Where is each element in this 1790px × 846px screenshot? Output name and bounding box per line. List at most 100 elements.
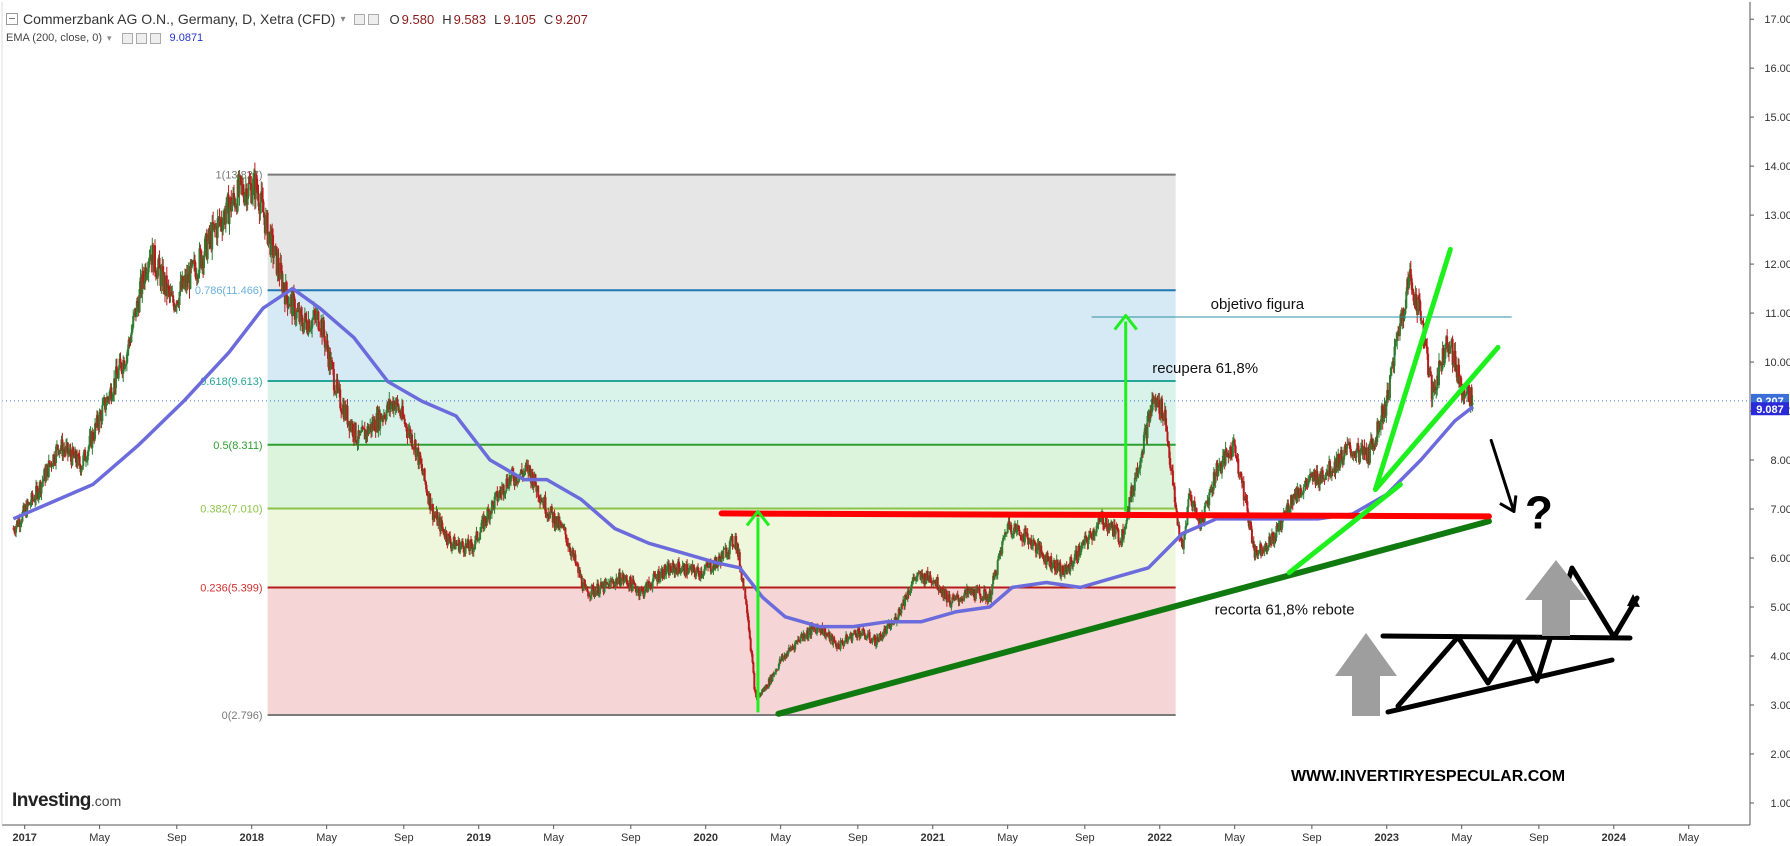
- candle-body: [354, 422, 357, 442]
- candle-body: [921, 573, 924, 577]
- candle-body: [1020, 535, 1023, 540]
- candle-body: [385, 410, 388, 420]
- candle-body: [1273, 536, 1276, 545]
- candle-body: [1185, 525, 1188, 527]
- candle-body: [936, 577, 939, 590]
- candle-body: [1209, 490, 1212, 493]
- candle-body: [564, 527, 567, 535]
- candle-body: [228, 208, 231, 225]
- x-tick-label: Sep: [167, 832, 187, 844]
- candle-body: [848, 637, 851, 639]
- x-tick-label: 2021: [921, 832, 945, 844]
- candle-body: [356, 443, 359, 445]
- candle-body: [1013, 527, 1016, 535]
- candle-body: [894, 616, 897, 623]
- remove-icon[interactable]: [149, 32, 161, 44]
- candle-body: [732, 546, 735, 548]
- candle-body: [776, 669, 779, 671]
- candle-body: [1116, 527, 1119, 530]
- fibonacci-retracement[interactable]: 1(13.827)0.786(11.466)0.618(9.613)0.5(8.…: [195, 170, 1176, 722]
- instrument-title[interactable]: Commerzbank AG O.N., Germany, D, Xetra (…: [23, 11, 336, 27]
- candle-body: [447, 533, 450, 544]
- indicator-label[interactable]: EMA (200, close, 0): [6, 32, 102, 44]
- candle-body: [1117, 529, 1120, 542]
- candle-body: [861, 628, 864, 636]
- candle-body: [1053, 560, 1056, 571]
- shallow-fan-line: [1372, 344, 1501, 492]
- candle-body: [1218, 464, 1221, 467]
- candle-body: [758, 692, 761, 698]
- candle-body: [924, 580, 927, 584]
- candle-body: [271, 229, 274, 235]
- candle-body: [1183, 534, 1186, 540]
- candle-body: [485, 521, 488, 523]
- candle-body: [145, 273, 148, 278]
- hide-icon[interactable]: [135, 32, 147, 44]
- candle-body: [484, 516, 487, 522]
- candle-body: [304, 313, 307, 320]
- candle-body: [194, 269, 197, 280]
- candle-body: [259, 202, 262, 215]
- candle-body: [1171, 470, 1174, 486]
- candle-body: [141, 270, 144, 295]
- chevron-down-icon[interactable]: ▾: [340, 13, 346, 25]
- candle-body: [225, 197, 228, 214]
- candle-body: [522, 472, 525, 477]
- candle-body: [317, 311, 320, 330]
- candle-body: [854, 630, 857, 634]
- candle-body: [544, 497, 547, 514]
- candle-body: [1442, 348, 1445, 365]
- candle-body: [1067, 566, 1070, 568]
- y-tick-label: 14.000: [1764, 161, 1790, 173]
- candle-body: [115, 366, 118, 375]
- candle-body: [61, 439, 64, 457]
- candle-body: [450, 545, 453, 549]
- candle-body: [1176, 511, 1179, 526]
- candle-body: [401, 406, 404, 417]
- candle-body: [1191, 503, 1194, 507]
- candle-body: [1184, 526, 1187, 535]
- candle-body: [750, 651, 753, 654]
- candle-body: [509, 475, 512, 482]
- candle-body: [1005, 532, 1008, 534]
- candle-body: [994, 570, 997, 577]
- candle-body: [31, 493, 34, 500]
- candle-body: [790, 647, 793, 650]
- candle-body: [529, 465, 532, 473]
- candle-body: [1254, 546, 1257, 558]
- candle-body: [1030, 539, 1033, 549]
- candle-body: [1167, 441, 1170, 447]
- collapse-icon[interactable]: [6, 13, 18, 25]
- candle-body: [451, 543, 454, 546]
- candle-body: [1033, 541, 1036, 543]
- candle-body: [910, 584, 913, 591]
- candle-body: [1434, 386, 1437, 391]
- candle-body: [476, 531, 479, 541]
- candle-body: [1330, 470, 1333, 477]
- candle-body: [368, 428, 371, 434]
- steep-fan-line: [1372, 246, 1453, 492]
- candle-body: [1425, 339, 1428, 347]
- candle-body: [1421, 320, 1424, 323]
- candle-body: [1308, 480, 1311, 482]
- candle-body: [41, 481, 44, 484]
- settings-icon[interactable]: [353, 13, 365, 25]
- settings-icon[interactable]: [121, 32, 133, 44]
- candle-body: [135, 300, 138, 317]
- candle-body: [1084, 535, 1087, 537]
- hide-icon[interactable]: [367, 13, 379, 25]
- candle-body: [1405, 291, 1408, 309]
- candle-body: [1390, 366, 1393, 368]
- candle-body: [855, 633, 858, 637]
- candle-body: [855, 636, 858, 638]
- chevron-down-icon[interactable]: ▾: [107, 32, 112, 43]
- candle-body: [1257, 552, 1260, 556]
- drawings[interactable]: objetivo figura recupera 61,8% recorta 61,…: [718, 246, 1565, 785]
- candle-body: [515, 474, 518, 483]
- candle-body: [1142, 434, 1145, 454]
- candle-body: [1204, 502, 1207, 507]
- candle-body: [193, 260, 196, 270]
